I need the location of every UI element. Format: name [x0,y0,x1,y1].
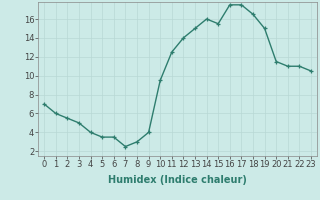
X-axis label: Humidex (Indice chaleur): Humidex (Indice chaleur) [108,175,247,185]
